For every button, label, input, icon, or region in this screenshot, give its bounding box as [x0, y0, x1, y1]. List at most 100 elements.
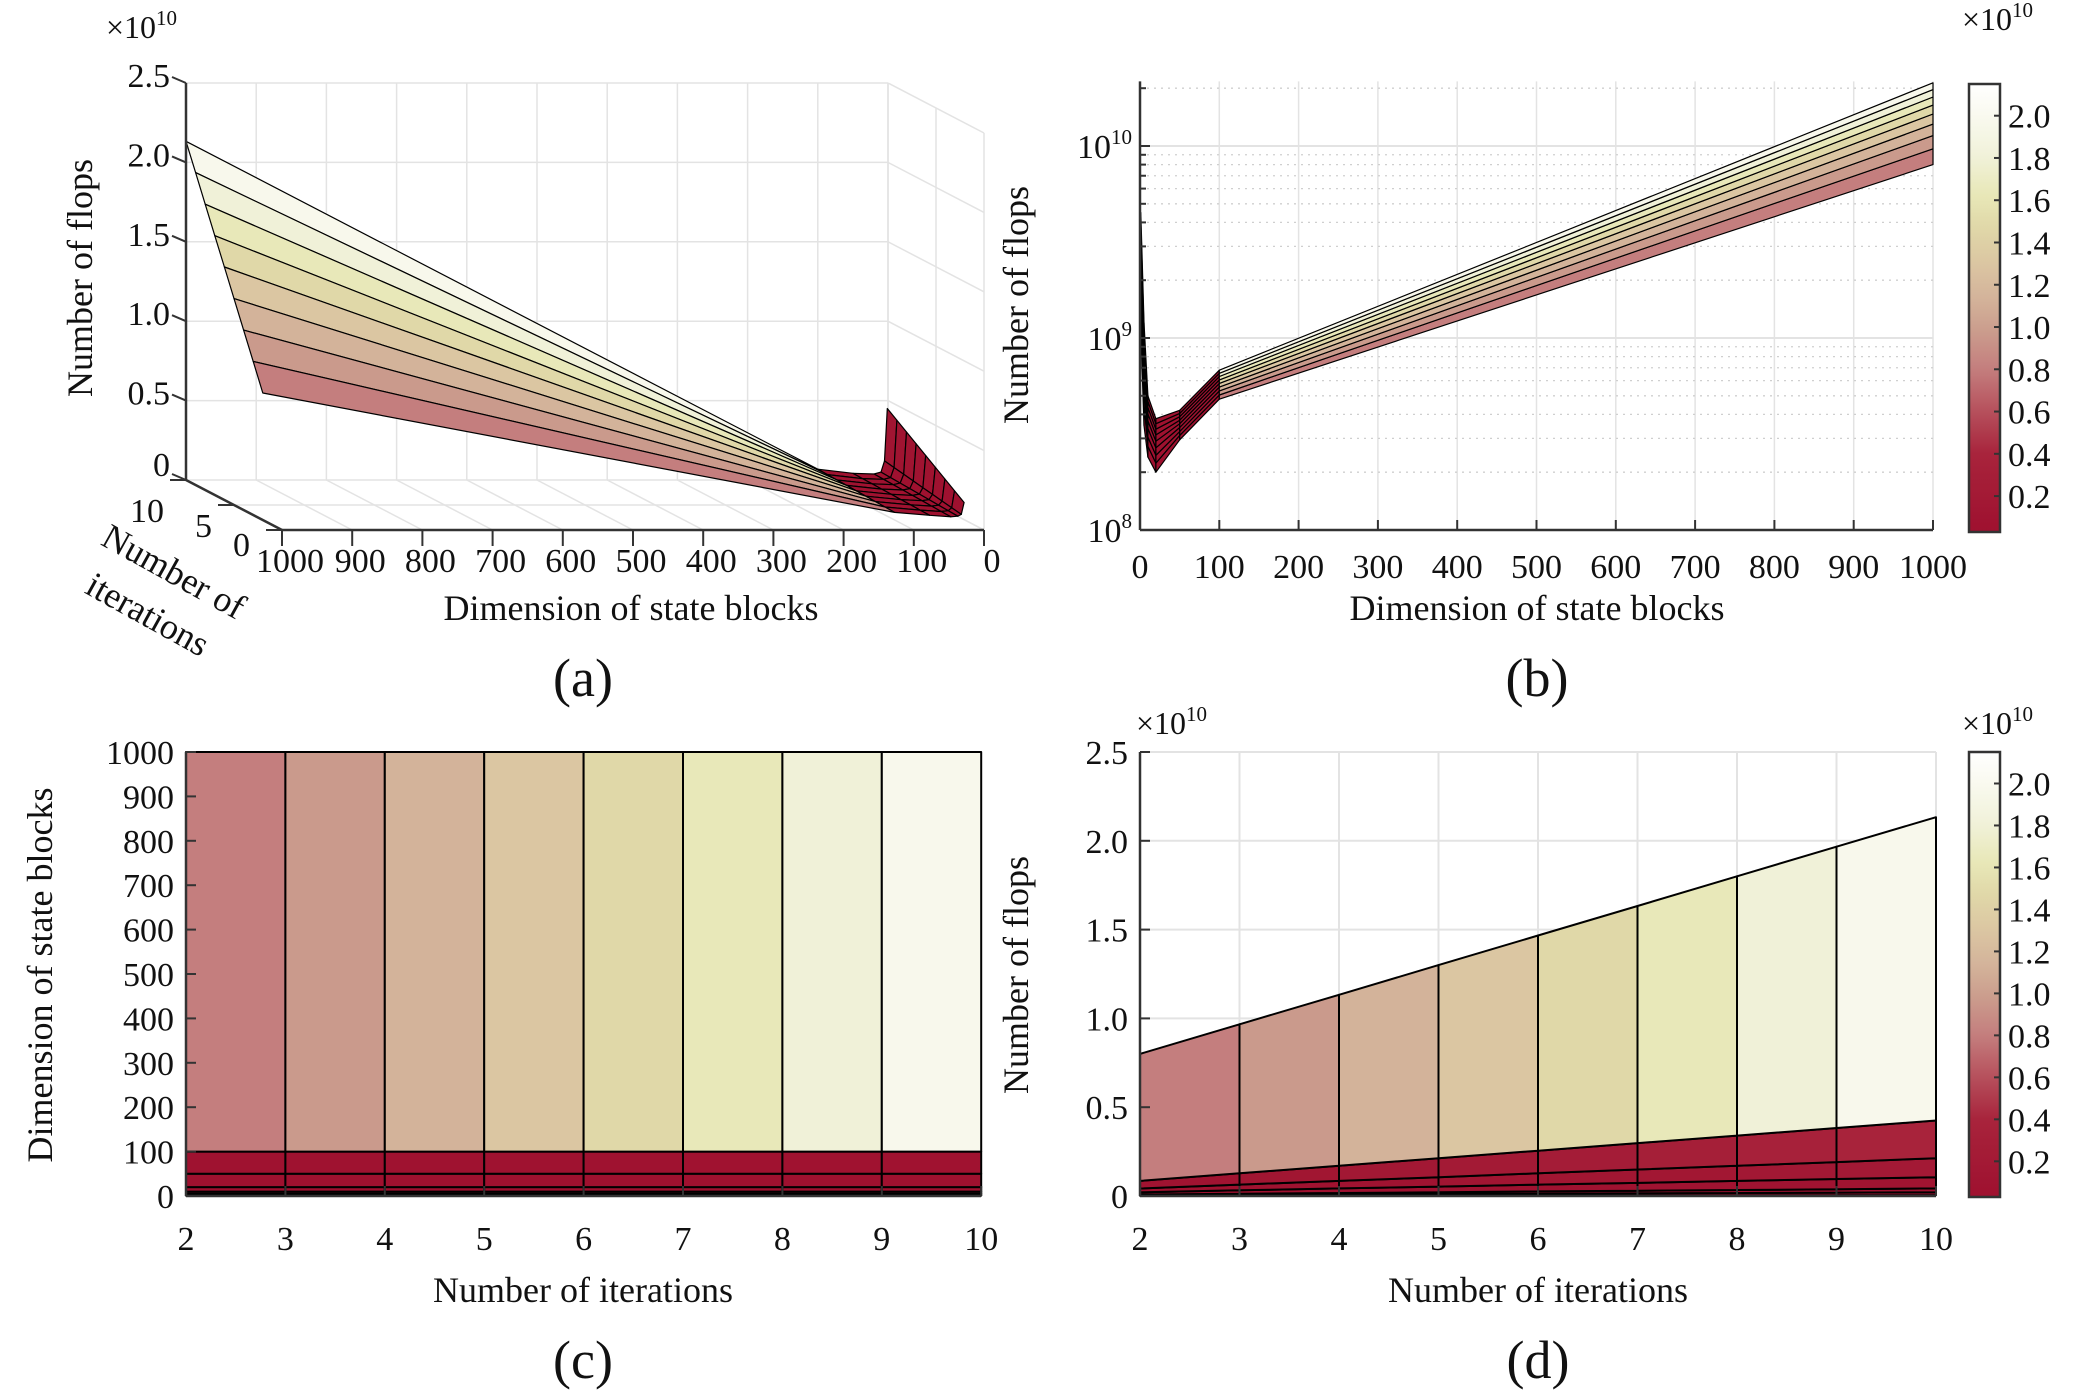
surface-patch [483, 1150, 585, 1175]
colorbar-tick-label: 0.4 [2008, 1102, 2051, 1139]
x-tick-label: 400 [686, 543, 737, 580]
x-tick-label: 8 [1729, 1221, 1746, 1258]
panel-d-colorbar-multiplier: ×1010 [1962, 702, 2033, 741]
x-tick-label: 7 [1629, 1221, 1646, 1258]
y-tick-label: 600 [123, 913, 174, 950]
x-tick-label: 10 [1919, 1221, 1953, 1258]
surface-patch [1139, 1023, 1241, 1182]
panel-a-multiplier: ×1010 [106, 6, 177, 45]
panel-a-label: (a) [553, 648, 613, 708]
panel-a-zlabel: Number of flops [60, 159, 100, 397]
surface-patch [1338, 964, 1440, 1167]
panel-c-label: (c) [553, 1330, 613, 1390]
surface-patch [284, 751, 386, 1153]
x-tick-label: 0 [984, 543, 1001, 580]
y-tick-label: 109 [1088, 317, 1133, 358]
panel-c-xlabel: Number of iterations [433, 1270, 733, 1310]
panel-c-axes: 0 100 200 300 400 500 600 700 800 900 1000 2 3 4 5 6 7 8 9… [106, 735, 998, 1258]
x-tick-label: 900 [1828, 549, 1879, 586]
x-tick-label: 1000 [1899, 549, 1967, 586]
colorbar-tick-label: 1.4 [2008, 892, 2051, 929]
panel-b-xlabel: Dimension of state blocks [1350, 588, 1725, 628]
y-tick-label: 0 [157, 1179, 174, 1216]
colorbar-tick-label: 1.0 [2008, 310, 2051, 347]
x-tick-label: 800 [405, 543, 456, 580]
colorbar-tick-label: 1.8 [2008, 141, 2051, 178]
x-tick-label: 2 [178, 1221, 195, 1258]
x-tick-label: 1000 [256, 543, 324, 580]
colorbar-tick-label: 1.2 [2008, 268, 2051, 305]
y-tick-label: 200 [123, 1090, 174, 1127]
surface-patch [483, 751, 585, 1153]
z-tick-label: 0 [153, 447, 170, 484]
x-tick-label: 4 [1331, 1221, 1348, 1258]
colorbar-tick-label: 1.6 [2008, 850, 2051, 887]
surface-patch [1218, 82, 1934, 374]
panel-d-xlabel: Number of iterations [1388, 1270, 1688, 1310]
z-tick [171, 76, 187, 84]
x-tick-label: 200 [1273, 549, 1324, 586]
colorbar-tick-label: 0.6 [2008, 1060, 2051, 1097]
colorbar-tick-label: 0.8 [2008, 352, 2051, 389]
x-tick-label: 4 [376, 1221, 393, 1258]
surface-patch [682, 1150, 784, 1175]
surface-patch [1835, 816, 1937, 1129]
y-tick-label: 108 [1088, 509, 1133, 550]
z-tick [171, 314, 187, 323]
surface-patch [1537, 905, 1639, 1152]
colorbar-scale [1967, 82, 2002, 534]
panel-a-surface [185, 140, 965, 518]
colorbar-tick-label: 0.2 [2008, 479, 2051, 516]
x-tick-label: 700 [475, 543, 526, 580]
y-tick-label: 2.0 [1086, 824, 1129, 861]
surface-patch [185, 751, 287, 1153]
x-tick-label: 5 [476, 1221, 493, 1258]
surface-patch [781, 1172, 883, 1189]
colorbar-tick-label: 2.0 [2008, 99, 2051, 136]
colorbar-tick-label: 1.2 [2008, 934, 2051, 971]
panel-b-grid [1140, 81, 1934, 530]
panel-d-ylabel: Number of flops [996, 856, 1036, 1094]
z-tick-label: 1.0 [128, 296, 171, 333]
y-tick-label: 300 [123, 1046, 174, 1083]
y-tick-label: 10 [130, 493, 164, 530]
z-tick [171, 393, 187, 402]
surface-patch [383, 751, 486, 1153]
colorbar-tick-label: 0.4 [2008, 437, 2051, 474]
y-tick-label: 700 [123, 868, 174, 905]
panel-d-multiplier: ×1010 [1136, 702, 1207, 741]
surface-patch [880, 1172, 983, 1189]
surface-patch [781, 751, 883, 1153]
y-tick-label: 0 [1111, 1179, 1128, 1216]
x-tick-label: 7 [675, 1221, 692, 1258]
x-tick-label: 400 [1432, 549, 1483, 586]
z-tick-label: 2.0 [128, 137, 171, 174]
surface-patch [185, 1172, 287, 1189]
x-tick-label: 8 [774, 1221, 791, 1258]
y-tick-label: 2.5 [1086, 735, 1129, 772]
y-tick-label: 900 [123, 779, 174, 816]
colorbar-tick-label: 0.6 [2008, 395, 2051, 432]
z-tick [171, 155, 187, 164]
x-tick-label: 3 [277, 1221, 294, 1258]
surface-patch [781, 1150, 883, 1175]
surface-patch [284, 1172, 386, 1189]
colorbar-tick-label: 2.0 [2008, 766, 2051, 803]
surface-patch [1238, 993, 1340, 1175]
panel-b-colorbar: 0.2 0.4 0.6 0.8 1.0 1.2 1.4 1.6 1.8 2.0 [1967, 82, 2051, 534]
colorbar-tick-label: 0.8 [2008, 1018, 2051, 1055]
y-tick-label: 5 [195, 508, 212, 545]
panel-d-label: (d) [1507, 1330, 1570, 1390]
z-tick [171, 234, 187, 243]
x-tick-label: 600 [545, 543, 596, 580]
y-tick-label: 1.5 [1086, 913, 1129, 950]
y-tick-label: 500 [123, 957, 174, 994]
z-tick-label: 2.5 [128, 58, 171, 95]
colorbar-tick-label: 1.8 [2008, 808, 2051, 845]
tick-label-exponent: 9 [1122, 317, 1133, 341]
y-tick-label: 0 [233, 527, 250, 564]
x-tick-label: 600 [1590, 549, 1641, 586]
x-tick-label: 500 [616, 543, 667, 580]
